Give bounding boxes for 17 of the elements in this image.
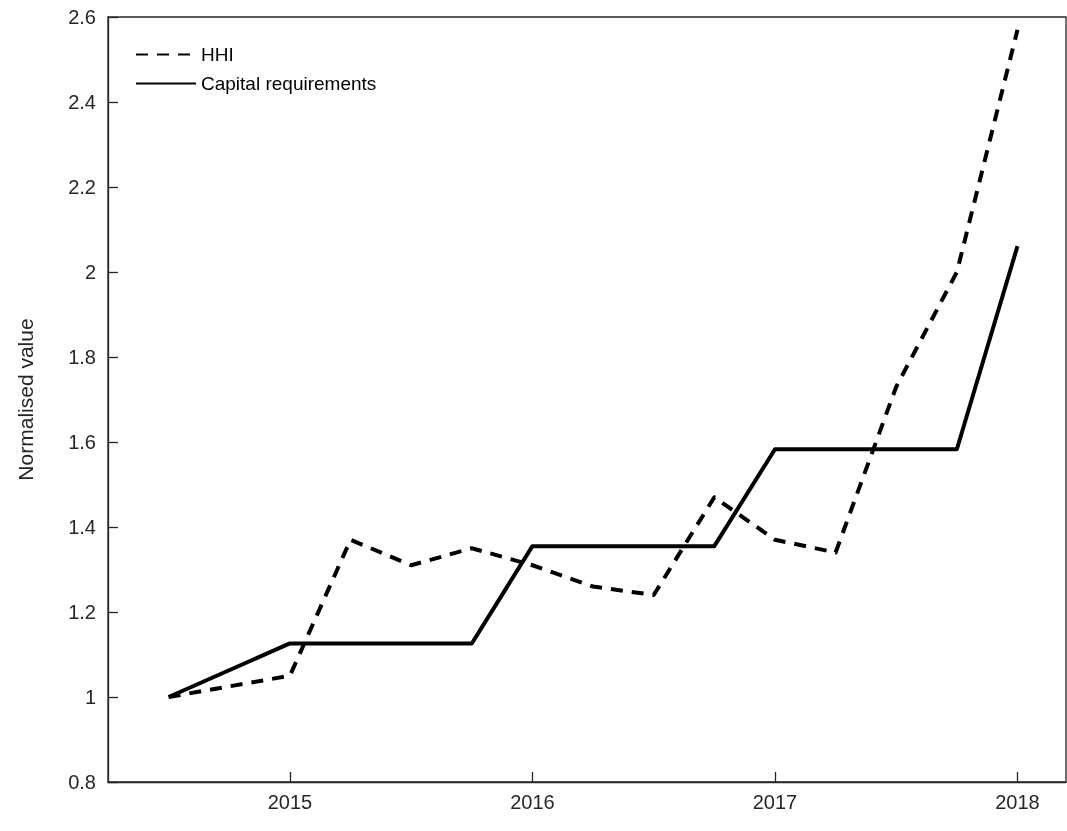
- y-tick-label: 1.8: [68, 346, 96, 368]
- y-tick-label: 2.2: [68, 176, 96, 198]
- y-tick-label: 1.4: [68, 516, 96, 538]
- y-tick-label: 1.2: [68, 601, 96, 623]
- x-tick-label: 2017: [752, 791, 798, 813]
- y-tick-label: 2: [84, 261, 96, 283]
- x-tick-label: 2018: [995, 791, 1040, 813]
- x-tick-label: 2015: [267, 791, 313, 813]
- y-tick-label: 2.6: [68, 6, 96, 28]
- y-axis-title: Normalised value: [14, 318, 37, 481]
- y-tick-label: 2.4: [68, 91, 96, 113]
- y-tick-label: 1: [84, 686, 96, 708]
- y-tick-label: 0.8: [68, 771, 96, 793]
- legend-label: HHI: [201, 44, 234, 65]
- y-tick-label: 1.6: [68, 431, 96, 453]
- legend-label: Capital requirements: [201, 73, 377, 94]
- x-tick-label: 2016: [510, 791, 555, 813]
